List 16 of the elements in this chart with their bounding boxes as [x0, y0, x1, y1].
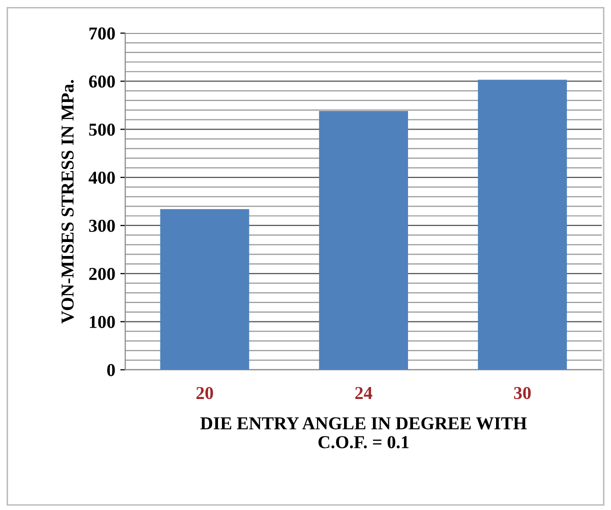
- x-tick-label: 24: [355, 386, 372, 399]
- bar: [478, 80, 567, 370]
- x-tick-label: 20: [196, 386, 214, 400]
- x-axis-title: DIE ENTRY ANGLE IN DEGREE WITH C.O.F. = 0.1: [200, 417, 527, 448]
- y-tick-label: 700: [89, 27, 115, 40]
- y-tick-label: 400: [88, 172, 115, 184]
- y-tick-label: 200: [89, 268, 115, 280]
- y-tick-label: 0: [107, 364, 115, 376]
- bar: [319, 111, 408, 370]
- y-axis-title: VON-MISES STRESS IN MPa.: [62, 80, 74, 324]
- bar: [160, 209, 250, 370]
- y-tick-label: 500: [89, 124, 115, 136]
- y-tick-label: 100: [90, 316, 115, 328]
- y-tick-label: 600: [89, 75, 115, 88]
- y-tick-label: 300: [89, 220, 115, 232]
- x-tick-label: 30: [514, 386, 531, 400]
